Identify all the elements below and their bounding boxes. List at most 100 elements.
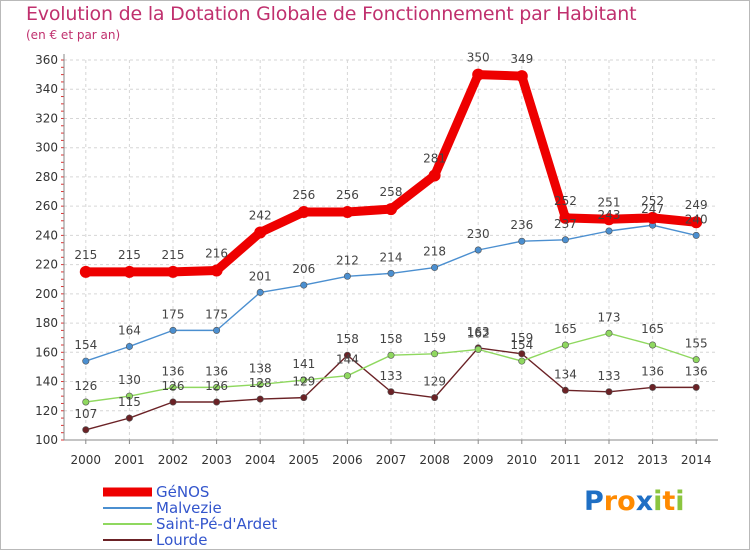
data-label: 249 [685,198,708,212]
logo-letter: t [662,486,676,517]
data-label: 240 [685,212,708,226]
data-point [254,226,267,239]
data-label: 243 [598,208,621,222]
data-point [169,398,177,406]
data-point [343,372,351,380]
data-label: 349 [510,52,533,66]
data-label: 230 [467,227,490,241]
data-point [431,350,439,358]
y-tick-label: 140 [35,375,58,389]
x-tick-label: 2011 [550,453,581,467]
data-point [82,426,90,434]
x-tick-label: 2006 [332,453,363,467]
data-point [518,237,526,245]
legend-label: Lourde [156,531,207,549]
data-point [213,398,221,406]
y-tick-label: 100 [35,433,58,447]
data-point [603,213,615,226]
x-tick-label: 2001 [114,453,145,467]
data-point [692,231,700,239]
data-point [690,216,703,229]
data-point [256,288,264,296]
data-label: 252 [554,194,577,208]
x-tick-label: 2000 [71,453,102,467]
axes: 100 120 140 160 180 200 220 240 260 280 300 320 340 3… [35,53,718,467]
data-label: 154 [510,338,533,352]
x-tick-label: 2002 [158,453,189,467]
data-point [387,351,395,359]
data-point [167,265,179,278]
data-point [125,414,133,422]
data-label: 206 [292,262,315,276]
x-tick-label: 2013 [637,453,668,467]
data-label: 154 [74,338,97,352]
x-tick-label: 2005 [289,453,320,467]
data-label: 215 [74,248,97,262]
data-point [559,211,572,224]
data-label: 158 [336,332,359,346]
data-label: 130 [118,373,141,387]
logo-letter: P [584,486,604,517]
data-label: 136 [641,364,664,378]
y-tick-label: 180 [35,316,58,330]
data-point [649,341,657,349]
data-point [297,206,310,218]
x-tick-label: 2010 [507,453,538,467]
data-label: 136 [205,364,228,378]
data-point [649,383,657,391]
y-tick-label: 340 [35,82,58,96]
x-tick-label: 2009 [463,453,494,467]
data-label: 236 [510,218,533,232]
data-label: 216 [205,246,228,260]
data-point [256,395,264,403]
y-tick-label: 160 [35,345,58,359]
data-label: 215 [162,248,185,262]
data-point [387,388,395,396]
data-point [256,380,264,388]
data-point [518,350,526,358]
data-point [169,383,177,391]
data-point [123,265,136,278]
x-tick-label: 2004 [245,453,276,467]
x-tick-label: 2003 [201,453,232,467]
y-tick-label: 220 [35,258,58,272]
data-label: 126 [205,379,228,393]
data-point [300,281,308,289]
proxiti-logo: Proxiti [584,486,685,517]
data-point [300,394,308,402]
data-point [387,269,395,277]
data-point [210,264,223,277]
data-label: 214 [380,250,403,264]
data-label: 252 [641,194,664,208]
y-tick-label: 240 [35,228,58,242]
data-label: 215 [118,248,141,262]
data-label: 165 [554,322,577,336]
data-point [431,264,439,272]
data-point [474,246,482,254]
data-label: 350 [467,51,490,65]
data-label: 175 [205,307,228,321]
data-label: 138 [249,361,272,375]
data-point [605,227,613,235]
x-tick-label: 2012 [594,453,625,467]
data-point [431,394,439,402]
y-tick-label: 360 [35,53,58,67]
data-point [561,341,569,349]
data-point [692,383,700,391]
logo-letter: x [635,486,654,517]
data-label: 251 [598,195,621,209]
y-tick-label: 300 [35,141,58,155]
data-point [341,206,354,218]
data-label: 258 [380,185,403,199]
data-label: 212 [336,253,359,267]
data-label: 128 [249,376,272,390]
data-label: 218 [423,245,446,259]
data-point [474,345,482,353]
x-tick-label: 2007 [376,453,407,467]
data-label: 126 [74,379,97,393]
data-label: 136 [685,364,708,378]
data-point [692,356,700,364]
data-point [169,326,177,334]
data-label: 256 [336,188,359,202]
